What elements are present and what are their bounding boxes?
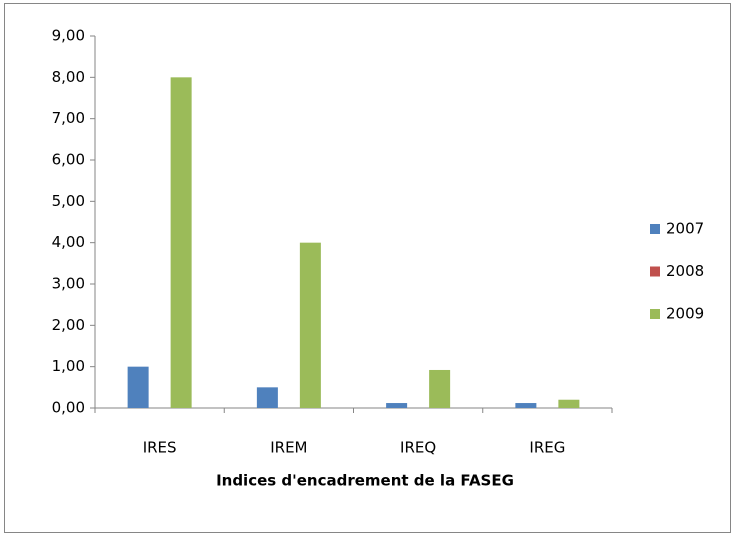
bar [386,403,408,408]
legend-swatch [650,224,660,234]
bar [429,369,451,408]
legend-swatch [650,266,660,277]
y-tick-label: 5,00 [52,192,85,210]
legend-label: 2009 [666,305,704,323]
x-tick-label: IRES [143,439,177,457]
y-tick-label: 9,00 [52,27,85,45]
x-tick-label: IREG [529,439,565,457]
y-tick-label: 4,00 [52,233,85,251]
y-tick-label: 1,00 [52,357,85,375]
bar [170,77,192,408]
y-tick-label: 8,00 [52,68,85,86]
legend-label: 2007 [666,220,704,238]
bar [515,403,537,408]
bar [558,399,580,408]
y-tick-label: 7,00 [52,109,85,127]
y-tick-label: 0,00 [52,399,85,417]
legend-label: 2008 [666,262,704,280]
x-tick-label: IREM [270,439,307,457]
x-axis-title: Indices d'encadrement de la FASEG [216,472,514,490]
y-tick-label: 2,00 [52,316,85,334]
chart-border [4,3,731,533]
x-tick-label: IREQ [400,439,436,457]
y-tick-label: 3,00 [52,275,85,293]
legend-swatch [650,309,660,319]
y-tick-label: 6,00 [52,151,85,169]
bar [299,242,321,408]
bar [256,387,278,408]
bar [127,366,149,408]
